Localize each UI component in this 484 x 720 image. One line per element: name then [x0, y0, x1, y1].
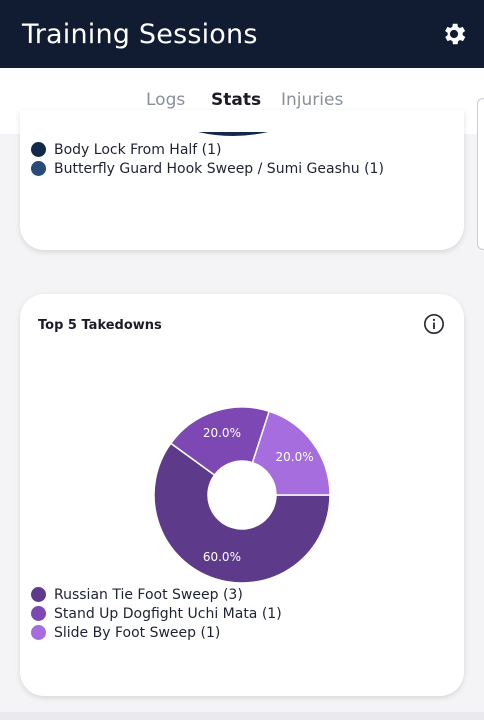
submissions-legend: Body Lock From Half (1) Butterfly Guard … — [31, 140, 384, 178]
legend-label: Body Lock From Half (1) — [54, 141, 222, 158]
legend-item: Butterfly Guard Hook Sweep / Sumi Geashu… — [31, 159, 384, 178]
tab-injuries[interactable]: Injuries — [281, 90, 344, 110]
info-icon[interactable] — [423, 313, 445, 335]
legend-item: Slide By Foot Sweep (1) — [31, 623, 282, 642]
legend-label: Stand Up Dogfight Uchi Mata (1) — [54, 605, 282, 622]
takedowns-legend: Russian Tie Foot Sweep (3) Stand Up Dogf… — [31, 585, 282, 642]
legend-item: Body Lock From Half (1) — [31, 140, 384, 159]
page-title: Training Sessions — [22, 18, 258, 50]
legend-swatch — [31, 587, 46, 602]
legend-label: Butterfly Guard Hook Sweep / Sumi Geashu… — [54, 160, 384, 177]
tab-logs[interactable]: Logs — [146, 90, 186, 110]
bottom-strip — [0, 712, 484, 720]
chart-arc-peek — [198, 132, 268, 136]
legend-label: Russian Tie Foot Sweep (3) — [54, 586, 243, 603]
side-panel-edge — [477, 98, 484, 250]
slice-percent-label: 20.0% — [203, 426, 241, 440]
slice-percent-label: 20.0% — [276, 450, 314, 464]
legend-swatch — [31, 606, 46, 621]
legend-swatch — [31, 161, 46, 176]
takedowns-card — [20, 294, 464, 696]
donut-slice[interactable] — [251, 410, 331, 496]
donut-slice[interactable] — [153, 442, 331, 584]
donut-slice[interactable] — [169, 406, 271, 477]
card-title: Top 5 Takedowns — [38, 318, 162, 333]
gear-icon[interactable] — [440, 20, 468, 48]
slice-percent-label: 60.0% — [203, 550, 241, 564]
legend-item: Russian Tie Foot Sweep (3) — [31, 585, 282, 604]
legend-swatch — [31, 625, 46, 640]
legend-item: Stand Up Dogfight Uchi Mata (1) — [31, 604, 282, 623]
legend-label: Slide By Foot Sweep (1) — [54, 624, 221, 641]
app-header: Training Sessions — [0, 0, 484, 68]
legend-swatch — [31, 142, 46, 157]
tab-stats[interactable]: Stats — [211, 90, 262, 110]
